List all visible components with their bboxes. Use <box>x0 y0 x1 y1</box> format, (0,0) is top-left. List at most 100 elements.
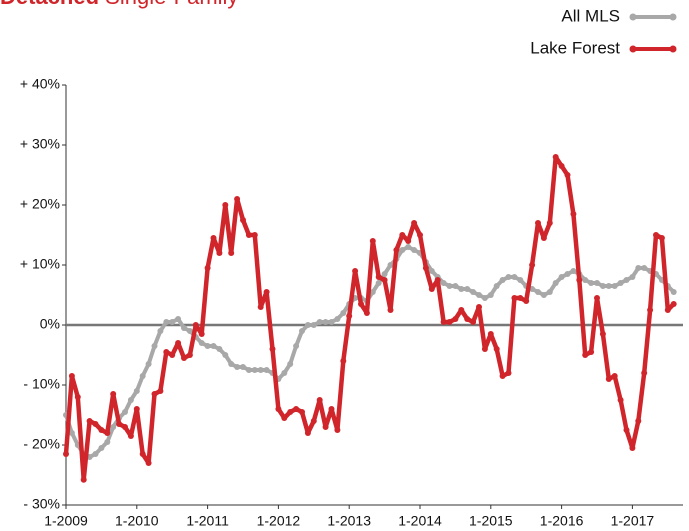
point <box>151 391 158 397</box>
point <box>517 295 524 301</box>
point <box>617 397 624 403</box>
point <box>328 406 335 412</box>
point <box>275 406 282 412</box>
point <box>228 250 235 256</box>
point <box>570 268 577 274</box>
legend-label: Lake Forest <box>530 38 620 57</box>
point <box>629 445 636 451</box>
point <box>257 304 264 310</box>
point <box>145 460 152 466</box>
point <box>240 217 246 223</box>
point <box>263 289 270 295</box>
point <box>322 319 329 325</box>
point <box>605 376 612 382</box>
point <box>428 268 435 274</box>
title-rest: Single-Family <box>105 0 238 9</box>
point <box>186 328 193 334</box>
point <box>192 322 199 328</box>
point <box>611 373 618 379</box>
point <box>198 331 205 337</box>
point <box>145 361 152 367</box>
point <box>493 346 500 352</box>
point <box>505 274 512 280</box>
point <box>210 235 217 241</box>
point <box>328 319 335 325</box>
point <box>293 406 300 412</box>
y-tick-label: - 30% <box>23 496 60 512</box>
point <box>523 298 530 304</box>
point <box>452 283 459 289</box>
point <box>546 220 553 226</box>
point <box>664 307 671 313</box>
point <box>635 265 642 271</box>
point <box>399 247 406 253</box>
point <box>576 277 583 283</box>
point <box>611 283 618 289</box>
point <box>257 367 264 373</box>
point <box>529 262 536 268</box>
point <box>623 427 630 433</box>
point <box>68 430 75 436</box>
point <box>127 433 134 439</box>
point <box>157 388 164 394</box>
point <box>446 319 453 325</box>
point <box>181 325 187 331</box>
point <box>405 238 412 244</box>
point <box>434 277 441 283</box>
point <box>334 316 341 322</box>
point <box>163 349 170 355</box>
point <box>263 367 270 373</box>
point <box>511 295 518 301</box>
point <box>234 364 241 370</box>
point <box>564 271 571 277</box>
point <box>251 232 258 238</box>
point <box>405 244 412 250</box>
x-tick-label: 1-2010 <box>115 513 159 529</box>
point <box>594 280 600 286</box>
point <box>558 163 565 169</box>
point <box>623 277 630 283</box>
point <box>245 232 252 238</box>
legend-label: All MLS <box>561 6 620 25</box>
point <box>304 322 311 328</box>
point <box>658 235 665 241</box>
point <box>80 476 87 483</box>
point <box>499 277 506 283</box>
chart-title: Detached Single-Family <box>0 0 238 9</box>
point <box>175 316 182 322</box>
point <box>476 292 482 298</box>
x-tick-label: 1-2009 <box>44 513 88 529</box>
point <box>552 154 559 160</box>
point <box>133 388 140 394</box>
point <box>653 232 659 238</box>
point <box>116 421 123 427</box>
y-tick-label: + 20% <box>20 196 60 212</box>
point <box>304 430 311 436</box>
point <box>352 268 359 274</box>
point <box>499 373 506 379</box>
point <box>381 271 388 277</box>
point <box>411 220 418 226</box>
x-tick-label: 1-2013 <box>327 513 371 529</box>
point <box>204 343 211 349</box>
point <box>582 352 589 358</box>
point <box>86 418 93 424</box>
point <box>588 280 595 286</box>
x-tick-label: 1-2012 <box>257 513 301 529</box>
point <box>540 292 547 298</box>
point <box>234 196 241 202</box>
point <box>464 286 471 292</box>
point <box>564 172 571 178</box>
y-tick-label: - 20% <box>23 436 60 452</box>
y-tick-label: - 10% <box>23 376 60 392</box>
point <box>552 280 559 286</box>
point <box>122 409 128 415</box>
point <box>440 280 447 286</box>
point <box>310 322 317 328</box>
point <box>151 343 158 349</box>
point <box>299 409 305 415</box>
point <box>452 316 459 322</box>
point <box>511 274 518 280</box>
point <box>535 220 541 226</box>
point <box>322 424 329 430</box>
